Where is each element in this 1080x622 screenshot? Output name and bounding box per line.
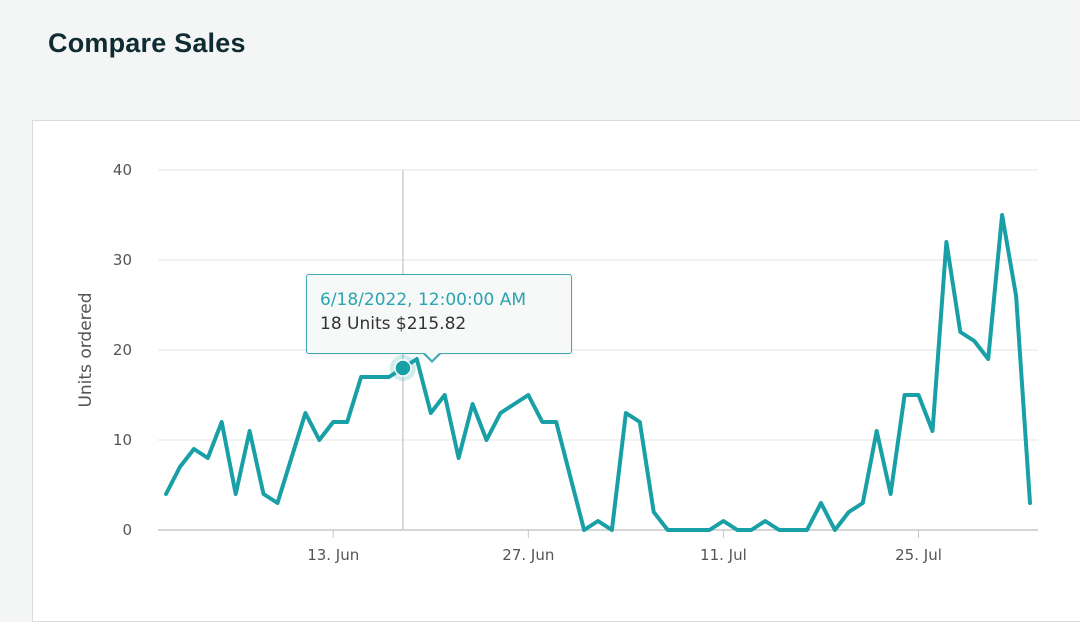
data-point[interactable] [414, 356, 420, 362]
data-point[interactable] [539, 419, 545, 425]
data-point[interactable] [525, 392, 531, 398]
data-point[interactable] [902, 392, 908, 398]
data-point[interactable] [428, 410, 434, 416]
data-point[interactable] [484, 437, 490, 443]
data-point[interactable] [999, 212, 1005, 218]
data-point[interactable] [372, 374, 378, 380]
data-point[interactable] [553, 419, 559, 425]
y-axis-title: Units ordered [76, 292, 96, 407]
y-tick-label: 30 [113, 251, 132, 269]
data-point[interactable] [957, 329, 963, 335]
data-point[interactable] [679, 527, 685, 533]
data-point[interactable] [804, 527, 810, 533]
series-points [163, 212, 1033, 533]
data-point[interactable] [316, 437, 322, 443]
gridlines [158, 169, 1038, 531]
data-point[interactable] [344, 419, 350, 425]
data-point[interactable] [985, 356, 991, 362]
data-point[interactable] [943, 239, 949, 245]
data-point[interactable] [511, 401, 517, 407]
hover-point[interactable] [394, 359, 412, 377]
tooltip-arrow-fill [424, 352, 440, 360]
data-point[interactable] [358, 374, 364, 380]
data-point[interactable] [581, 527, 587, 533]
x-tick-label: 11. Jul [700, 546, 747, 564]
data-point[interactable] [302, 410, 308, 416]
y-tick-label: 40 [113, 161, 132, 179]
series-line-units[interactable] [164, 213, 1032, 532]
data-point[interactable] [261, 491, 267, 497]
tooltip-date: 6/18/2022, 12:00:00 AM [320, 290, 527, 310]
data-point[interactable] [219, 419, 225, 425]
page-title: Compare Sales [48, 28, 246, 58]
data-point[interactable] [470, 401, 476, 407]
data-point[interactable] [790, 527, 796, 533]
chart-tooltip: 6/18/2022, 12:00:00 AM 18 Units $215.82 [306, 274, 572, 354]
data-point[interactable] [205, 455, 211, 461]
data-point[interactable] [748, 527, 754, 533]
data-point[interactable] [442, 392, 448, 398]
data-point[interactable] [832, 527, 838, 533]
data-point[interactable] [288, 455, 294, 461]
data-point[interactable] [609, 527, 615, 533]
data-point[interactable] [1013, 293, 1019, 299]
data-point[interactable] [274, 500, 280, 506]
data-point[interactable] [874, 428, 880, 434]
data-point[interactable] [637, 419, 643, 425]
x-tick-label: 27. Jun [502, 546, 554, 564]
y-axis-ticks: 0 10 20 30 40 [113, 161, 132, 539]
y-tick-label: 20 [113, 341, 132, 359]
data-point[interactable] [233, 491, 239, 497]
x-tick-label: 13. Jun [307, 546, 359, 564]
x-axis-ticks: 13. Jun 27. Jun 11. Jul 25. Jul [307, 530, 942, 564]
data-point[interactable] [665, 527, 671, 533]
data-point[interactable] [177, 464, 183, 470]
data-point[interactable] [776, 527, 782, 533]
chart-card [32, 120, 1080, 622]
data-point[interactable] [846, 509, 852, 515]
data-point[interactable] [191, 446, 197, 452]
data-point[interactable] [386, 374, 392, 380]
data-point[interactable] [163, 491, 169, 497]
data-point[interactable] [860, 500, 866, 506]
data-point[interactable] [456, 455, 462, 461]
data-point[interactable] [247, 428, 253, 434]
data-point[interactable] [706, 527, 712, 533]
data-point[interactable] [595, 518, 601, 524]
data-point[interactable] [734, 527, 740, 533]
data-point[interactable] [818, 500, 824, 506]
data-point[interactable] [916, 392, 922, 398]
data-point[interactable] [888, 491, 894, 497]
data-point[interactable] [497, 410, 503, 416]
data-point[interactable] [929, 428, 935, 434]
data-point[interactable] [651, 509, 657, 515]
x-tick-label: 25. Jul [895, 546, 942, 564]
data-point[interactable] [623, 410, 629, 416]
data-point[interactable] [567, 473, 573, 479]
data-point[interactable] [762, 518, 768, 524]
data-point[interactable] [693, 527, 699, 533]
y-tick-label: 0 [122, 521, 132, 539]
data-point[interactable] [330, 419, 336, 425]
data-point[interactable] [720, 518, 726, 524]
data-point[interactable] [1027, 500, 1033, 506]
data-point[interactable] [971, 338, 977, 344]
tooltip-value: 18 Units $215.82 [320, 314, 467, 334]
y-tick-label: 10 [113, 431, 132, 449]
